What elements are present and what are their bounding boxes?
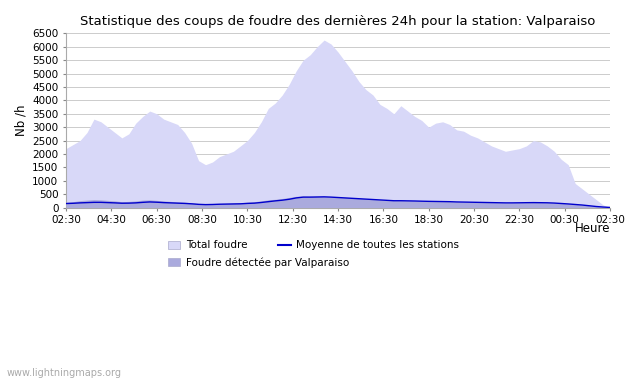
- Legend: Foudre détectée par Valparaiso: Foudre détectée par Valparaiso: [164, 253, 353, 272]
- Y-axis label: Nb /h: Nb /h: [15, 105, 28, 136]
- Text: Heure: Heure: [575, 222, 610, 234]
- Text: www.lightningmaps.org: www.lightningmaps.org: [6, 368, 122, 378]
- Title: Statistique des coups de foudre des dernières 24h pour la station: Valparaiso: Statistique des coups de foudre des dern…: [81, 15, 596, 28]
